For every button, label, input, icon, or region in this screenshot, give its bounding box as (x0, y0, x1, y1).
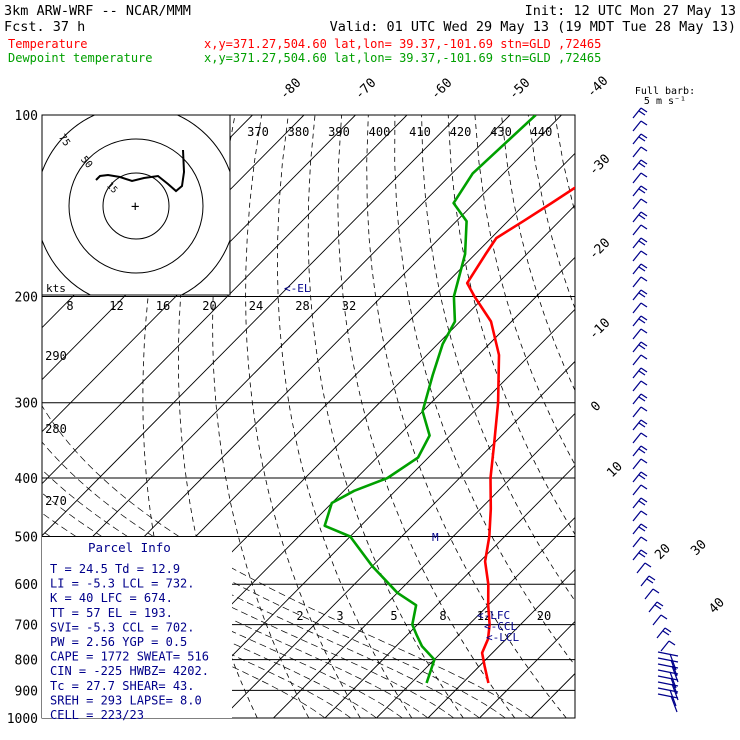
lfc-marker: <-LFC (477, 609, 510, 622)
pressure-tick-label: 100 (15, 109, 38, 124)
mixing-ratio-label-lower: 3 (336, 609, 343, 623)
mixing-ratio-label: 20 (202, 299, 216, 313)
mixing-ratio-label-lower: 5 (390, 609, 397, 623)
parcel-info-row: SREH = 293 LAPSE= 8.0 (50, 693, 202, 707)
isotherm-label: -70 (352, 76, 379, 103)
parcel-info-row: Tc = 27.7 SHEAR= 43. (50, 679, 195, 693)
hodograph-center-mark: + (131, 199, 139, 215)
isotherm-label: -80 (277, 76, 304, 103)
el-marker: <-EL (284, 282, 311, 295)
theta-label: 370 (247, 125, 269, 139)
mixing-ratio-label: 8 (66, 299, 73, 313)
isotherm-label: 40 (706, 595, 728, 617)
isotherm-label: 10 (604, 459, 626, 481)
init-time: Init: 12 UTC Mon 27 May 13 (525, 3, 736, 19)
mixing-ratio-label: 16 (156, 299, 170, 313)
mixing-ratio-label-lower: 2 (296, 609, 303, 623)
parcel-info-row: SVI= -5.3 CCL = 702. (50, 620, 195, 634)
theta-label: 410 (409, 125, 431, 139)
theta-label: 440 (531, 125, 553, 139)
legend-temperature: Temperature (8, 37, 87, 51)
wind-key-value: 5 m s⁻¹ (644, 96, 686, 107)
theta-label: 430 (490, 125, 512, 139)
sounding-series (323, 115, 575, 684)
parcel-info-row: CELL = 223/23 (50, 708, 144, 722)
hodograph: + 75 50 15 kts (41, 114, 231, 296)
parcel-info-row: CAPE = 1772 SWEAT= 516 (50, 650, 209, 664)
theta-label: 400 (369, 125, 391, 139)
parcel-info-title: Parcel Info (88, 540, 171, 555)
isotherm-label: -10 (586, 316, 613, 343)
pressure-tick-label: 800 (15, 654, 38, 669)
isotherm-label: -30 (586, 152, 613, 179)
hodo-units: kts (46, 282, 66, 295)
theta-side-label: 290 (45, 349, 67, 363)
wind-barbs (632, 107, 679, 713)
mixing-ratio-label: 12 (109, 299, 123, 313)
isotherm-label: 0 (588, 399, 604, 415)
mixing-ratio-label: 32 (342, 299, 356, 313)
parcel-info-row: CIN = -225 HWBZ= 4202. (50, 664, 209, 678)
parcel-info-row: K = 40 LFC = 674. (50, 591, 173, 605)
model-title: 3km ARW-WRF -- NCAR/MMM (4, 3, 191, 19)
dewpoint-line (323, 115, 537, 684)
theta-label: 380 (288, 125, 310, 139)
forecast-hour: Fcst. 37 h (4, 19, 85, 35)
pressure-tick-label: 500 (15, 530, 38, 545)
legend-dewpoint-location: x,y=371.27,504.60 lat,lon= 39.37,-101.69… (204, 51, 601, 65)
legend-temperature-location: x,y=371.27,504.60 lat,lon= 39.37,-101.69… (204, 37, 601, 51)
valid-time: Valid: 01 UTC Wed 29 May 13 (19 MDT Tue … (330, 19, 736, 35)
parcel-info-row: T = 24.5 Td = 12.9 (50, 562, 180, 576)
pressure-tick-label: 900 (15, 684, 38, 699)
pressure-tick-label: 600 (15, 578, 38, 593)
pressure-tick-label: 300 (15, 397, 38, 412)
theta-label: 390 (328, 125, 350, 139)
isotherm-label: -40 (584, 74, 611, 101)
parcel-info-box: Parcel Info T = 24.5 Td = 12.9LI = -5.3 … (42, 537, 232, 722)
mixing-ratio-label-lower: 20 (537, 609, 551, 623)
theta-label: 420 (450, 125, 472, 139)
pressure-tick-label: 200 (15, 291, 38, 306)
temperature-line (465, 186, 575, 684)
isotherm-label: 20 (652, 541, 674, 563)
parcel-info-row: PW = 2.56 YGP = 0.5 (50, 635, 187, 649)
wind-key-title: Full barb: (635, 86, 695, 97)
theta-side-label: 280 (45, 422, 67, 436)
pressure-tick-label: 700 (15, 619, 38, 634)
isotherm-label: -50 (506, 76, 533, 103)
pressure-tick-label: 1000 (7, 712, 38, 727)
hodograph-trace (95, 149, 186, 193)
legend-dewpoint: Dewpoint temperature (8, 51, 153, 65)
isotherm-label: -20 (586, 236, 613, 263)
parcel-info-row: LI = -5.3 LCL = 732. (50, 577, 195, 591)
dry-adiabats (142, 115, 575, 718)
mixing-ratio-label-lower: 8 (439, 609, 446, 623)
mixing-ratio-label: 28 (295, 299, 309, 313)
ccl-marker: <-CCL (484, 620, 517, 633)
lcl-marker: <-LCL (486, 631, 519, 644)
theta-side-label: 270 (45, 494, 67, 508)
mean-wind-marker: M (432, 531, 439, 544)
isotherm-label: 30 (688, 537, 710, 559)
pressure-tick-label: 400 (15, 472, 38, 487)
isotherm-label: -60 (428, 76, 455, 103)
parcel-info-row: TT = 57 EL = 193. (50, 606, 173, 620)
mixing-ratio-label: 24 (249, 299, 263, 313)
